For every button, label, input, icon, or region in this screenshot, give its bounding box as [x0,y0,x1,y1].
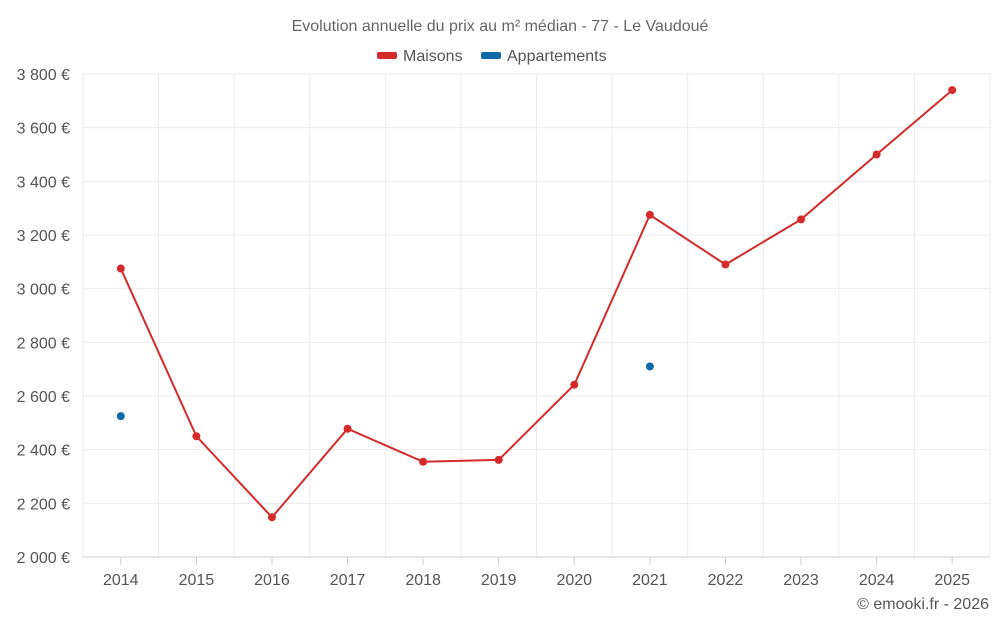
y-tick-label: 3 000 € [17,282,70,299]
x-tick-label: 2024 [859,572,895,589]
data-point-maisons[interactable] [797,215,806,224]
axis-layer: 2 000 € 2 200 € 2 400 € 2 600 € 2 800 € 3 000… [17,67,990,589]
data-point-appartements[interactable] [116,412,125,421]
y-tick-label: 3 200 € [17,228,70,245]
data-point-maisons[interactable] [343,424,352,433]
y-tick-label: 2 600 € [17,389,70,406]
data-point-maisons[interactable] [872,150,881,159]
x-tick-label: 2020 [556,572,592,589]
y-tick-label: 3 800 € [17,67,70,84]
x-tick-label: 2021 [632,572,668,589]
y-tick-label: 3 400 € [17,174,70,191]
y-tick-label: 2 000 € [17,550,70,567]
x-tick-label: 2019 [481,572,517,589]
y-tick-label: 2 400 € [17,443,70,460]
data-point-maisons[interactable] [192,432,201,441]
data-point-maisons[interactable] [948,86,957,95]
credit-text: © emooki.fr - 2026 [857,596,989,613]
data-point-maisons[interactable] [267,513,276,522]
legend-swatch-appartements[interactable] [481,52,501,59]
chart-title: Evolution annuelle du prix au m² médian … [292,18,709,35]
x-tick-label: 2015 [179,572,215,589]
data-point-maisons[interactable] [721,260,730,269]
grid-layer [82,73,991,557]
series-line-maisons [119,89,953,519]
data-point-maisons[interactable] [645,210,654,219]
x-tick-label: 2022 [708,572,744,589]
x-tick-label: 2014 [103,572,139,589]
x-tick-label: 2018 [405,572,441,589]
data-point-maisons[interactable] [494,455,503,464]
x-tick-label: 2016 [254,572,290,589]
legend: Maisons Appartements [377,48,607,65]
y-tick-label: 3 600 € [17,121,70,138]
y-tick-label: 2 200 € [17,496,70,513]
data-point-appartements[interactable] [645,362,654,371]
legend-label-appartements[interactable]: Appartements [507,48,607,65]
data-point-maisons[interactable] [419,457,428,466]
legend-label-maisons[interactable]: Maisons [403,48,463,65]
data-point-maisons[interactable] [116,264,125,273]
y-tick-label: 2 800 € [17,335,70,352]
legend-swatch-maisons[interactable] [377,52,397,59]
series-layer [116,86,957,522]
x-tick-label: 2017 [330,572,366,589]
x-tick-label: 2023 [783,572,819,589]
x-tick-label: 2025 [934,572,970,589]
data-point-maisons[interactable] [570,380,579,389]
